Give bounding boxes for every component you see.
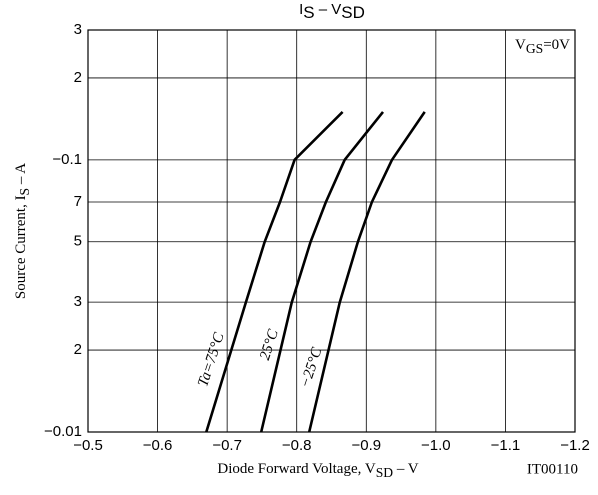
y-tick-label: 3	[74, 21, 82, 38]
y-tick-label: −0.01	[44, 423, 82, 440]
y-axis-label-part: S	[17, 188, 32, 196]
chart-title-part: I	[299, 1, 303, 18]
annotation-part: V	[515, 37, 526, 53]
annotation: VGS=0V	[515, 37, 570, 56]
x-tick-label: −0.9	[351, 437, 381, 454]
x-axis-label-part: SD	[376, 465, 394, 480]
x-tick-label: −1.1	[491, 437, 521, 454]
chart-title: IS – VSD	[299, 1, 365, 23]
chart-title-part: S	[303, 3, 314, 22]
curve	[307, 111, 426, 433]
x-tick-label: −1.0	[421, 437, 451, 454]
x-tick-label: −0.8	[282, 437, 312, 454]
annotation-part: GS	[526, 41, 543, 56]
y-axis-label: Source Current, IS – A	[13, 163, 32, 299]
x-tick-label: −0.7	[212, 437, 242, 454]
y-tick-label: 5	[74, 233, 82, 250]
x-axis-label-part: Diode Forward Voltage, V	[217, 461, 375, 477]
figure-code: IT00110	[527, 461, 578, 477]
curve	[205, 110, 344, 433]
chart-title-part: SD	[341, 3, 365, 22]
x-axis-label-part: – V	[393, 461, 419, 477]
curve	[259, 111, 385, 433]
annotation-part: =0V	[543, 37, 570, 53]
x-tick-label: −1.2	[560, 437, 590, 454]
chart-title-part: – V	[315, 1, 342, 18]
x-axis-label: Diode Forward Voltage, VSD – V	[217, 461, 418, 480]
y-axis-label-part: – A	[13, 163, 29, 188]
y-axis-label-part: Source Current, I	[13, 195, 29, 299]
y-tick-label: 3	[74, 293, 82, 310]
x-tick-label: −0.5	[73, 437, 103, 454]
y-tick-label: −0.1	[52, 151, 82, 168]
y-tick-label: 2	[74, 341, 82, 358]
x-tick-label: −0.6	[143, 437, 173, 454]
y-tick-label: 2	[74, 69, 82, 86]
plot-frame	[87, 29, 576, 433]
y-tick-label: 7	[74, 193, 82, 210]
